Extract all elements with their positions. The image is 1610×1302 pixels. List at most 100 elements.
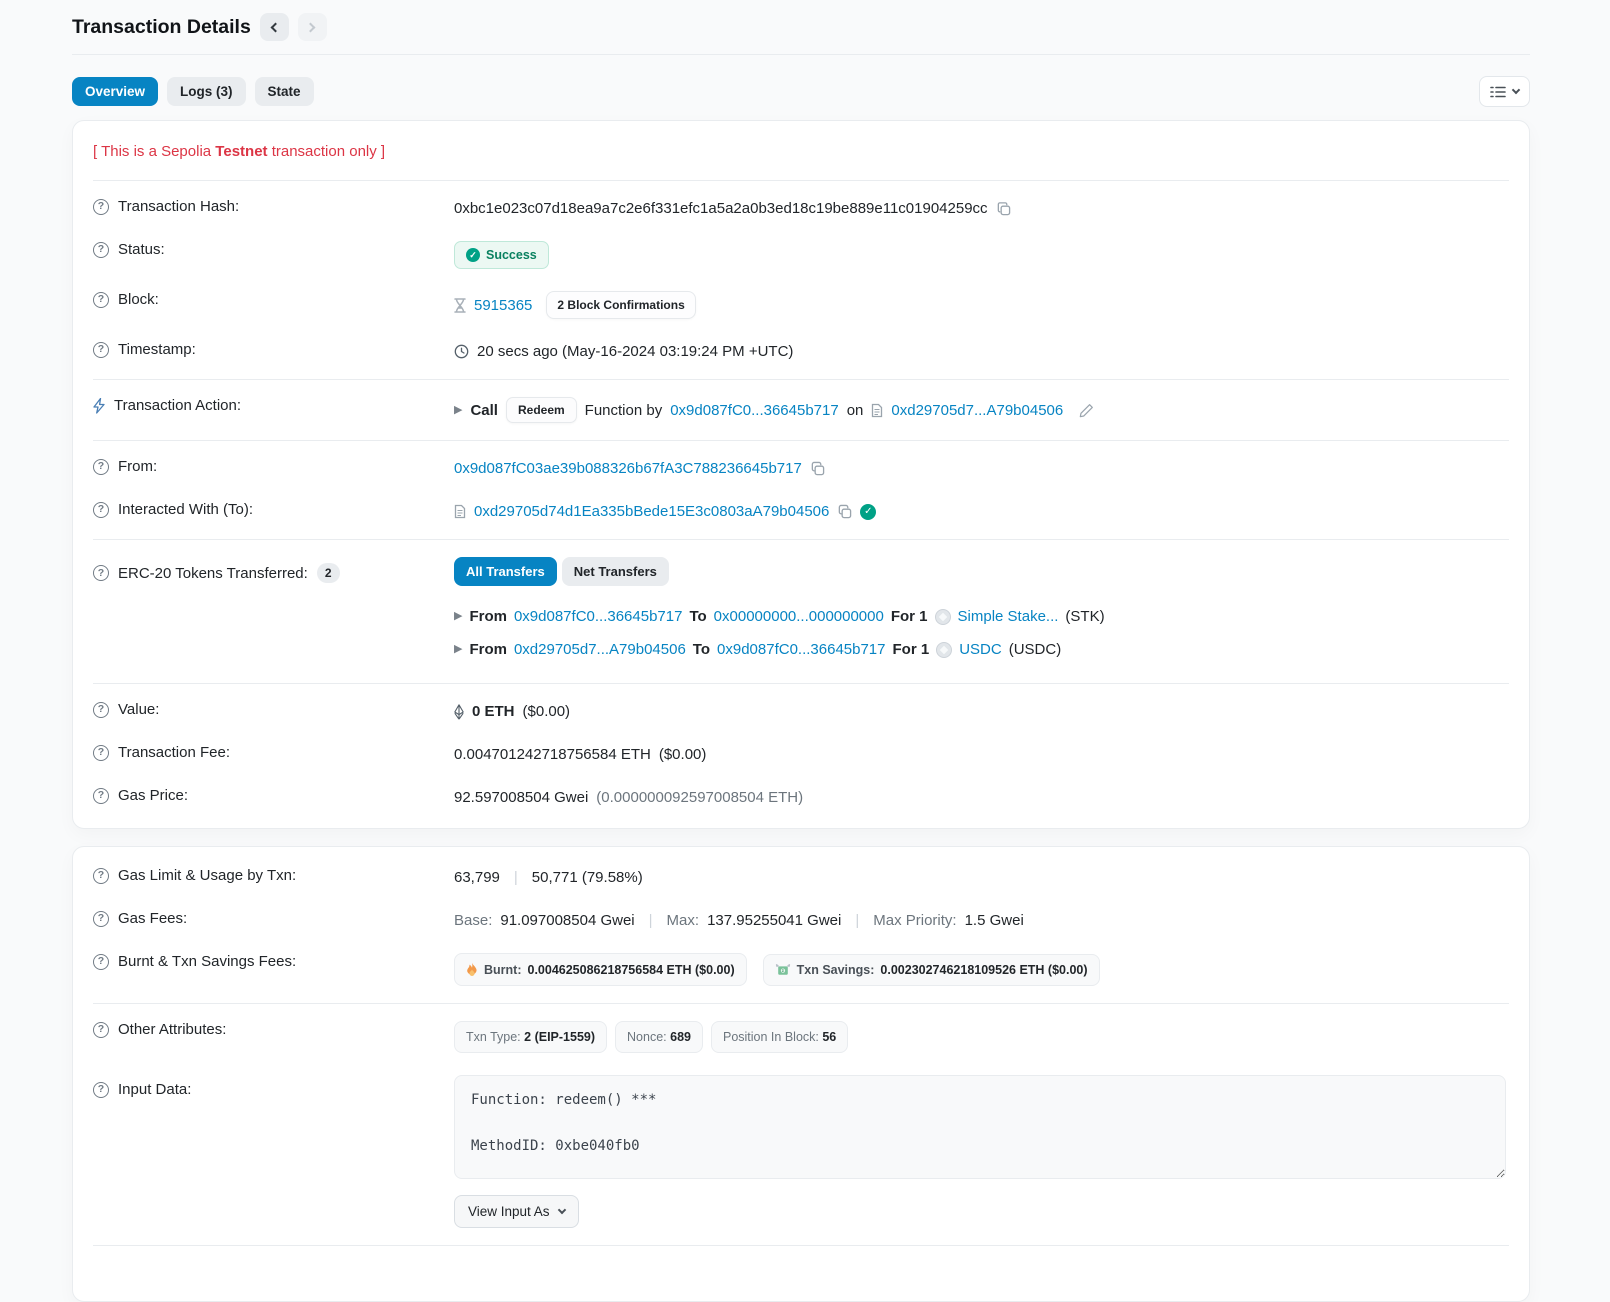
view-input-as-label: View Input As bbox=[468, 1204, 550, 1219]
tab-state[interactable]: State bbox=[254, 77, 314, 106]
help-icon[interactable]: ? bbox=[93, 501, 109, 518]
row-label: Gas Price: bbox=[118, 787, 189, 804]
token-icon bbox=[936, 641, 953, 658]
row-label: Block: bbox=[118, 291, 159, 308]
transfer-from-link[interactable]: 0x9d087fC0...36645b717 bbox=[513, 608, 683, 625]
tab-all-transfers[interactable]: All Transfers bbox=[454, 557, 557, 586]
banner-suffix: transaction only ] bbox=[267, 143, 386, 160]
divider bbox=[93, 180, 1509, 181]
row-label: Burnt & Txn Savings Fees: bbox=[118, 953, 297, 970]
testnet-banner: [ This is a Sepolia Testnet transaction … bbox=[93, 130, 1509, 174]
gas-price-eth: (0.000000092597008504 ETH) bbox=[596, 789, 804, 806]
max-fee-value: 137.95255041 Gwei bbox=[707, 912, 842, 929]
separator: | bbox=[855, 912, 860, 929]
copy-icon[interactable] bbox=[996, 201, 1011, 216]
token-name-link[interactable]: USDC bbox=[959, 641, 1002, 658]
lightning-icon bbox=[93, 397, 105, 414]
tabs: Overview Logs (3) State bbox=[72, 77, 314, 106]
details-card: ? Gas Limit & Usage by Txn: 63,799 | 50,7… bbox=[72, 846, 1530, 1302]
transfer-to-link[interactable]: 0x00000000...000000000 bbox=[713, 608, 884, 625]
help-icon[interactable]: ? bbox=[93, 291, 109, 308]
overview-card: [ This is a Sepolia Testnet transaction … bbox=[72, 120, 1530, 829]
row-label: Value: bbox=[118, 701, 160, 718]
divider bbox=[93, 539, 1509, 540]
help-icon[interactable]: ? bbox=[93, 1081, 109, 1098]
help-icon[interactable]: ? bbox=[93, 701, 109, 718]
help-icon[interactable]: ? bbox=[93, 241, 109, 258]
row-label: Other Attributes: bbox=[118, 1021, 227, 1038]
tab-overview[interactable]: Overview bbox=[72, 77, 159, 106]
action-method-badge: Redeem bbox=[505, 397, 577, 423]
clock-icon bbox=[454, 344, 469, 359]
view-input-as-button[interactable]: View Input As bbox=[454, 1195, 579, 1228]
copy-icon[interactable] bbox=[837, 504, 852, 519]
row-transaction-hash: ? Transaction Hash: 0xbc1e023c07d18ea9a7c… bbox=[93, 187, 1509, 230]
money-wings-icon bbox=[775, 964, 790, 975]
nonce-label: Nonce: bbox=[627, 1030, 667, 1044]
to-address-link[interactable]: 0xd29705d74d1Ea335bBede15E3c0803aA79b045… bbox=[474, 503, 830, 520]
token-icon bbox=[934, 608, 951, 625]
next-transaction-button[interactable] bbox=[297, 13, 327, 41]
transfer-to-link[interactable]: 0x9d087fC0...36645b717 bbox=[717, 641, 886, 658]
prev-transaction-button[interactable] bbox=[259, 13, 289, 41]
txn-type-badge: Txn Type: 2 (EIP-1559) bbox=[454, 1021, 608, 1053]
row-label: Timestamp: bbox=[118, 341, 196, 358]
card-bottom-spacer bbox=[93, 1252, 1509, 1292]
help-icon[interactable]: ? bbox=[93, 1021, 109, 1038]
row-label: Status: bbox=[118, 241, 165, 258]
help-icon[interactable]: ? bbox=[93, 198, 109, 215]
value-usd: ($0.00) bbox=[522, 703, 571, 720]
token-name-link[interactable]: Simple Stake... bbox=[957, 608, 1059, 625]
row-other-attributes: ? Other Attributes: Txn Type: 2 (EIP-1559… bbox=[93, 1010, 1509, 1064]
transfer-from-label: From bbox=[469, 608, 507, 625]
tabs-bar: Overview Logs (3) State bbox=[72, 76, 1530, 107]
chevron-down-icon bbox=[557, 1205, 566, 1215]
help-icon[interactable]: ? bbox=[93, 341, 109, 358]
divider bbox=[93, 1245, 1509, 1246]
row-label: From: bbox=[118, 458, 158, 475]
transfer-from-link[interactable]: 0xd29705d7...A79b04506 bbox=[513, 641, 686, 658]
input-data-textarea[interactable]: Function: redeem() *** MethodID: 0xbe040… bbox=[454, 1075, 1506, 1179]
transfer-count-badge: 2 bbox=[316, 563, 340, 583]
block-number-link[interactable]: 5915365 bbox=[474, 296, 533, 314]
txn-type-label: Txn Type: bbox=[466, 1030, 521, 1044]
view-options-button[interactable] bbox=[1479, 76, 1530, 107]
row-label: Gas Fees: bbox=[118, 910, 188, 927]
separator: | bbox=[648, 912, 653, 929]
tab-logs[interactable]: Logs (3) bbox=[167, 77, 246, 106]
transfer-row: ▶ From 0x9d087fC0...36645b717 To 0x00000… bbox=[454, 600, 1509, 633]
banner-bold: Testnet bbox=[215, 143, 268, 160]
help-icon[interactable]: ? bbox=[93, 867, 109, 884]
page-header: Transaction Details bbox=[72, 0, 1530, 41]
help-icon[interactable]: ? bbox=[93, 565, 109, 581]
transaction-hash-value: 0xbc1e023c07d18ea9a7c2e6f331efc1a5a2a0b3… bbox=[454, 200, 988, 217]
caret-right-icon: ▶ bbox=[454, 403, 463, 416]
help-icon[interactable]: ? bbox=[93, 458, 109, 475]
help-icon[interactable]: ? bbox=[93, 910, 109, 927]
help-icon[interactable]: ? bbox=[93, 953, 109, 970]
timestamp-value: 20 secs ago (May-16-2024 03:19:24 PM +UT… bbox=[477, 343, 794, 360]
help-icon[interactable]: ? bbox=[93, 787, 109, 804]
nonce-value: 689 bbox=[670, 1030, 691, 1044]
txn-savings-value: 0.002302746218109526 ETH ($0.00) bbox=[880, 962, 1088, 977]
gas-price-amount: 92.597008504 Gwei bbox=[454, 789, 589, 806]
help-icon[interactable]: ? bbox=[93, 744, 109, 761]
row-input-data: ? Input Data: Function: redeem() *** Met… bbox=[93, 1064, 1509, 1239]
action-contract-link[interactable]: 0xd29705d7...A79b04506 bbox=[891, 401, 1064, 419]
edit-icon[interactable] bbox=[1079, 403, 1094, 418]
row-from: ? From: 0x9d087fC03ae39b088326b67fA3C7882… bbox=[93, 447, 1509, 490]
list-settings-icon bbox=[1490, 86, 1506, 97]
row-interacted-with: ? Interacted With (To): 0xd29705d74d1Ea33… bbox=[93, 490, 1509, 533]
copy-icon[interactable] bbox=[810, 461, 825, 476]
block-confirmations-badge: 2 Block Confirmations bbox=[546, 291, 696, 319]
row-transaction-fee: ? Transaction Fee: 0.004701242718756584 E… bbox=[93, 733, 1509, 776]
token-symbol: (USDC) bbox=[1008, 641, 1062, 658]
from-address-link[interactable]: 0x9d087fC03ae39b088326b67fA3C788236645b7… bbox=[454, 460, 802, 477]
divider bbox=[93, 379, 1509, 380]
action-sender-link[interactable]: 0x9d087fC0...36645b717 bbox=[670, 401, 839, 419]
action-function-by: Function by bbox=[584, 401, 663, 419]
row-burnt-fees: ? Burnt & Txn Savings Fees: Burnt: 0.0046… bbox=[93, 942, 1509, 997]
check-circle-icon: ✓ bbox=[466, 248, 480, 262]
tab-net-transfers[interactable]: Net Transfers bbox=[561, 557, 669, 586]
hourglass-icon bbox=[454, 297, 466, 313]
